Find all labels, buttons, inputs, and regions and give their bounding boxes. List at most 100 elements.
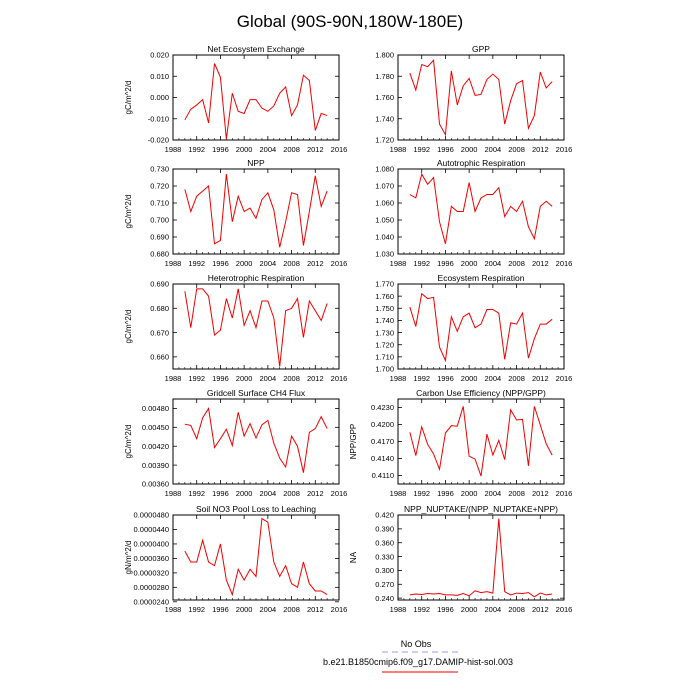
x-tick-label: 1996 [437, 489, 454, 498]
y-tick-label: 1.070 [375, 182, 394, 191]
x-tick-label: 2016 [556, 374, 573, 383]
y-tick-label: 0.0000280 [134, 583, 169, 592]
x-tick-label: 2016 [331, 489, 348, 498]
y-tick-label: 1.770 [375, 280, 394, 289]
x-tick-label: 2000 [236, 374, 253, 383]
y-tick-label: 0.420 [375, 511, 394, 520]
y-tick-label: 0.00390 [142, 461, 169, 470]
x-tick-label: 2012 [532, 145, 549, 154]
x-tick-label: 2000 [461, 145, 478, 154]
x-tick-label: 2016 [331, 259, 348, 268]
legend-entry-obs-label: No Obs [401, 639, 432, 649]
x-tick-label: 1988 [165, 145, 182, 154]
x-tick-label: 2000 [461, 489, 478, 498]
x-tick-label: 2016 [556, 605, 573, 614]
panels: Net Ecosystem Exchange 1988 1992 1996 2000 20… [124, 44, 572, 614]
panel-title: Gridcell Surface CH4 Flux [207, 388, 306, 398]
y-tick-label: 0.680 [150, 304, 169, 313]
x-tick-label: 1992 [188, 605, 205, 614]
x-tick-label: 1988 [390, 259, 407, 268]
series-line-0 [409, 292, 553, 363]
series-line-0 [184, 407, 328, 473]
x-tick-label: 2012 [307, 605, 324, 614]
y-tick-label: 0.720 [150, 182, 169, 191]
x-tick-label: 2000 [461, 374, 478, 383]
y-tick-label: 1.040 [375, 233, 394, 242]
figure-title: Global (90S-90N,180W-180E) [237, 12, 463, 31]
panel-title: NPP_NUPTAKE/(NPP_NUPTAKE+NPP) [404, 504, 558, 514]
x-tick-label: 2008 [508, 489, 525, 498]
series-line-0 [184, 174, 328, 248]
x-tick-label: 2012 [307, 374, 324, 383]
x-tick-label: 2000 [236, 605, 253, 614]
x-tick-label: 2012 [307, 259, 324, 268]
x-tick-label: 2004 [260, 259, 277, 268]
panel-frame [397, 398, 565, 485]
x-tick-label: 2004 [260, 374, 277, 383]
panel-frame [172, 54, 340, 141]
y-tick-label: 0.000 [150, 93, 169, 102]
y-tick-label: 1.080 [375, 165, 394, 174]
y-tick-label: 0.00360 [142, 480, 169, 489]
x-tick-label: 1996 [437, 259, 454, 268]
y-tick-label: 0.360 [375, 538, 394, 547]
y-tick-label: 1.740 [375, 316, 394, 325]
x-tick-label: 2004 [260, 489, 277, 498]
x-tick-label: 2008 [283, 374, 300, 383]
panel-frame [397, 54, 565, 141]
x-tick-label: 2016 [331, 145, 348, 154]
panel-title: Autotrophic Respiration [437, 158, 526, 168]
y-axis-label: NPP/GPP [349, 424, 358, 460]
x-tick-label: 1988 [165, 489, 182, 498]
panel-frame [172, 398, 340, 485]
panel-3: Autotrophic Respiration 1988 1992 1996 2000 2… [375, 158, 572, 268]
x-tick-label: 2008 [283, 259, 300, 268]
x-tick-label: 2004 [260, 145, 277, 154]
y-tick-label: 0.00480 [142, 404, 169, 413]
y-axis-label: gC/m^2/d [124, 81, 133, 115]
y-tick-label: 0.00420 [142, 442, 169, 451]
panel-0: Net Ecosystem Exchange 1988 1992 1996 2000 20… [124, 44, 347, 154]
y-tick-label: 0.4200 [371, 420, 394, 429]
panel-9: NPP_NUPTAKE/(NPP_NUPTAKE+NPP) 1988 1992 199… [349, 504, 572, 614]
x-tick-label: 1996 [437, 605, 454, 614]
y-tick-label: 0.390 [375, 525, 394, 534]
y-tick-label: 0.00450 [142, 423, 169, 432]
x-tick-label: 2008 [508, 145, 525, 154]
x-tick-label: 2016 [331, 605, 348, 614]
x-tick-label: 1992 [188, 489, 205, 498]
x-tick-label: 1996 [212, 145, 229, 154]
x-tick-label: 2000 [236, 489, 253, 498]
y-tick-label: 0.680 [150, 250, 169, 259]
panel-title: Ecosystem Respiration [438, 273, 525, 283]
x-tick-label: 2004 [485, 374, 502, 383]
x-tick-label: 2000 [461, 259, 478, 268]
y-tick-label: 0.0000480 [134, 511, 169, 520]
legend: No Obs b.e21.B1850cmip6.f09_g17.DAMIP-hi… [323, 639, 513, 673]
y-tick-label: 0.670 [150, 328, 169, 337]
y-tick-label: 1.720 [375, 136, 394, 145]
x-tick-label: 1992 [413, 489, 430, 498]
x-tick-label: 2004 [485, 489, 502, 498]
panel-title: Net Ecosystem Exchange [207, 44, 305, 54]
x-tick-label: 1988 [390, 489, 407, 498]
x-tick-label: 2008 [283, 145, 300, 154]
y-tick-label: 0.660 [150, 353, 169, 362]
x-tick-label: 2004 [485, 259, 502, 268]
x-tick-label: 1992 [413, 145, 430, 154]
y-axis-label: gC/m^2/d [124, 425, 133, 459]
y-tick-label: 0.0000320 [134, 569, 169, 578]
x-tick-label: 2008 [508, 374, 525, 383]
y-tick-label: 0.690 [150, 233, 169, 242]
y-tick-label: 0.710 [150, 199, 169, 208]
series-line-0 [184, 288, 328, 367]
y-tick-label: -0.020 [148, 136, 169, 145]
y-tick-label: 1.710 [375, 353, 394, 362]
x-tick-label: 1988 [390, 374, 407, 383]
panel-title: NPP [247, 158, 265, 168]
y-tick-label: 0.4140 [371, 454, 394, 463]
x-tick-label: 1988 [390, 605, 407, 614]
x-tick-label: 2000 [236, 145, 253, 154]
y-tick-label: 0.270 [375, 580, 394, 589]
y-tick-label: 0.010 [150, 72, 169, 81]
